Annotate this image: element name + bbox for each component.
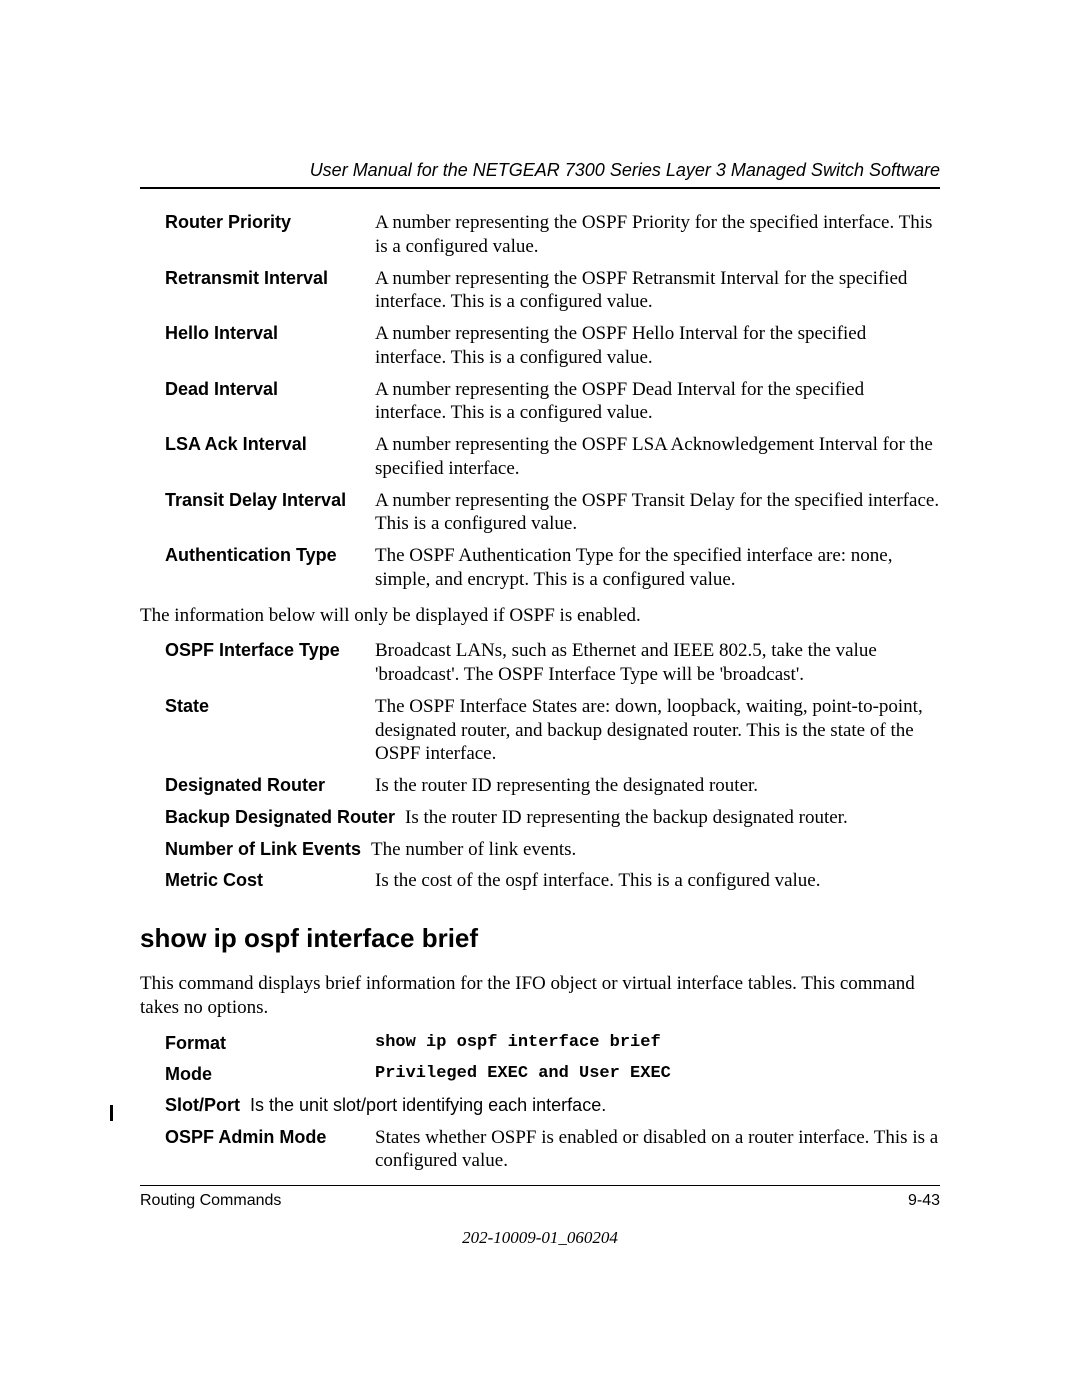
footer-doc-id: 202-10009-01_060204 [140, 1228, 940, 1248]
desc-format: show ip ospf interface brief [375, 1032, 940, 1053]
def-row: Authentication Type The OSPF Authenticat… [140, 544, 940, 592]
page: User Manual for the NETGEAR 7300 Series … [0, 0, 1080, 1397]
term-mode: Mode [165, 1063, 375, 1086]
term-designated-router: Designated Router [165, 774, 375, 797]
def-row: Dead Interval A number representing the … [140, 378, 940, 426]
def-row: OSPF Interface Type Broadcast LANs, such… [140, 639, 940, 687]
desc-slot-port: Is the unit slot/port identifying each i… [250, 1094, 940, 1117]
desc-transit-delay-interval: A number representing the OSPF Transit D… [375, 489, 940, 537]
term-number-of-link-events: Number of Link Events [165, 838, 371, 861]
footer-row: Routing Commands 9-43 [140, 1192, 940, 1210]
desc-ospf-admin-mode: States whether OSPF is enabled or disabl… [375, 1126, 940, 1174]
desc-retransmit-interval: A number representing the OSPF Retransmi… [375, 267, 940, 315]
term-authentication-type: Authentication Type [165, 544, 375, 567]
header-rule [140, 187, 940, 189]
term-format: Format [165, 1032, 375, 1055]
desc-dead-interval: A number representing the OSPF Dead Inte… [375, 378, 940, 426]
desc-authentication-type: The OSPF Authentication Type for the spe… [375, 544, 940, 592]
def-row: Slot/Port Is the unit slot/port identify… [140, 1094, 940, 1117]
def-row: Retransmit Interval A number representin… [140, 267, 940, 315]
def-row: Mode Privileged EXEC and User EXEC [140, 1063, 940, 1086]
def-row: LSA Ack Interval A number representing t… [140, 433, 940, 481]
def-row: Format show ip ospf interface brief [140, 1032, 940, 1055]
def-row: Hello Interval A number representing the… [140, 322, 940, 370]
footer-left: Routing Commands [140, 1192, 281, 1210]
def-row: OSPF Admin Mode States whether OSPF is e… [140, 1126, 940, 1174]
term-hello-interval: Hello Interval [165, 322, 375, 345]
term-retransmit-interval: Retransmit Interval [165, 267, 375, 290]
desc-number-of-link-events: The number of link events. [371, 838, 940, 862]
footer-right: 9-43 [908, 1192, 940, 1210]
term-backup-designated-router: Backup Designated Router [165, 806, 405, 829]
def-row: Router Priority A number representing th… [140, 211, 940, 259]
term-metric-cost: Metric Cost [165, 869, 375, 892]
term-dead-interval: Dead Interval [165, 378, 375, 401]
desc-backup-designated-router: Is the router ID representing the backup… [405, 806, 940, 830]
desc-ospf-interface-type: Broadcast LANs, such as Ethernet and IEE… [375, 639, 940, 687]
header-title: User Manual for the NETGEAR 7300 Series … [140, 160, 940, 181]
note-ospf-enabled: The information below will only be displ… [140, 604, 940, 628]
def-row: Backup Designated Router Is the router I… [140, 806, 940, 830]
term-lsa-ack-interval: LSA Ack Interval [165, 433, 375, 456]
desc-router-priority: A number representing the OSPF Priority … [375, 211, 940, 259]
revision-bar-icon [110, 1105, 113, 1121]
def-row: Metric Cost Is the cost of the ospf inte… [140, 869, 940, 893]
desc-state: The OSPF Interface States are: down, loo… [375, 695, 940, 766]
def-row: State The OSPF Interface States are: dow… [140, 695, 940, 766]
desc-metric-cost: Is the cost of the ospf interface. This … [375, 869, 940, 893]
desc-hello-interval: A number representing the OSPF Hello Int… [375, 322, 940, 370]
term-state: State [165, 695, 375, 718]
section-heading-show-ip-ospf-interface-brief: show ip ospf interface brief [140, 923, 940, 954]
section-intro: This command displays brief information … [140, 972, 940, 1020]
def-row: Transit Delay Interval A number represen… [140, 489, 940, 537]
term-slot-port: Slot/Port [165, 1094, 250, 1117]
term-transit-delay-interval: Transit Delay Interval [165, 489, 375, 512]
def-row: Designated Router Is the router ID repre… [140, 774, 940, 798]
term-ospf-interface-type: OSPF Interface Type [165, 639, 375, 662]
def-row: Number of Link Events The number of link… [140, 838, 940, 862]
term-ospf-admin-mode: OSPF Admin Mode [165, 1126, 375, 1149]
term-router-priority: Router Priority [165, 211, 375, 234]
footer-rule [140, 1185, 940, 1186]
desc-designated-router: Is the router ID representing the design… [375, 774, 940, 798]
desc-mode: Privileged EXEC and User EXEC [375, 1063, 940, 1084]
desc-lsa-ack-interval: A number representing the OSPF LSA Ackno… [375, 433, 940, 481]
